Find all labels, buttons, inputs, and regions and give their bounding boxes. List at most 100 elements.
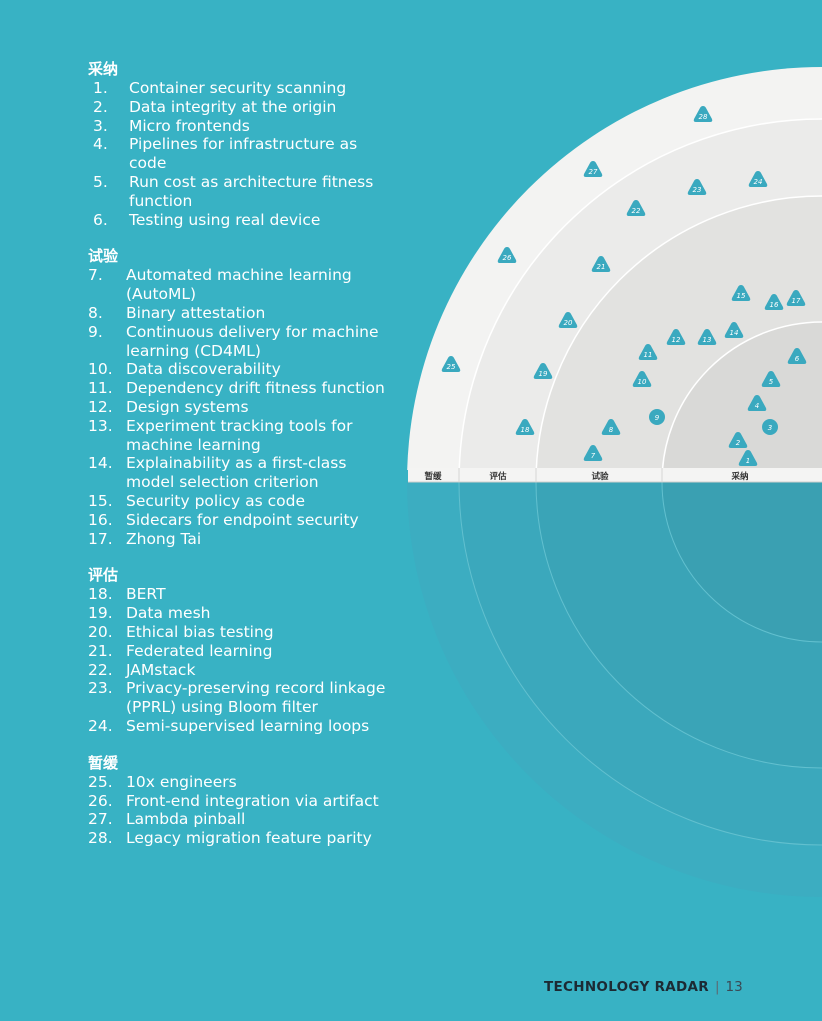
item-number: 25. — [88, 772, 113, 791]
blip-8[interactable]: 8 — [601, 419, 621, 435]
blip-label: 1 — [746, 457, 750, 465]
item-number: 11. — [88, 379, 113, 398]
item-text: Security policy as code — [126, 491, 306, 510]
page-number: 13 — [725, 979, 743, 995]
blip-label: 7 — [591, 452, 596, 460]
item-number: 15. — [88, 491, 113, 510]
item-number: 2. — [93, 97, 108, 116]
blip-11[interactable]: 11 — [638, 344, 658, 360]
blip-9[interactable]: 9 — [649, 409, 665, 425]
item-text: Micro frontends — [129, 116, 250, 135]
blip-16[interactable]: 16 — [764, 294, 784, 310]
list-item: 19. Data mesh — [88, 604, 388, 623]
item-text: Sidecars for endpoint security — [126, 510, 359, 529]
item-text: Explainability as a first-class model se… — [126, 454, 347, 492]
blip-label: 22 — [632, 207, 641, 215]
blip-label: 2 — [736, 439, 741, 447]
footer-separator: | — [714, 979, 720, 995]
item-text: Data mesh — [126, 604, 211, 623]
triangle-blip-icon — [591, 256, 611, 272]
blip-15[interactable]: 15 — [731, 285, 751, 301]
item-text: Legacy migration feature parity — [126, 829, 372, 848]
triangle-blip-icon — [764, 294, 784, 310]
blip-label: 24 — [754, 178, 763, 186]
blip-17[interactable]: 17 — [786, 290, 806, 306]
triangle-blip-icon — [728, 432, 748, 448]
blip-23[interactable]: 23 — [687, 179, 707, 195]
item-number: 3. — [93, 116, 108, 135]
triangle-blip-icon — [724, 322, 744, 338]
item-text: Federated learning — [126, 641, 273, 660]
triangle-blip-icon — [697, 329, 717, 345]
blip-19[interactable]: 19 — [533, 363, 553, 379]
item-text: Lambda pinball — [126, 810, 246, 829]
blip-label: 12 — [672, 336, 681, 344]
blip-7[interactable]: 7 — [583, 445, 603, 461]
blip-3[interactable]: 3 — [762, 419, 778, 435]
item-number: 9. — [88, 322, 103, 341]
triangle-blip-icon — [626, 200, 646, 216]
list-item: 16. Sidecars for endpoint security — [88, 511, 388, 530]
item-number: 17. — [88, 529, 113, 548]
list-item: 20. Ethical bias testing — [88, 623, 388, 642]
item-number: 19. — [88, 604, 113, 623]
blip-label: 27 — [589, 168, 598, 176]
item-number: 20. — [88, 622, 113, 641]
blip-21[interactable]: 21 — [591, 256, 611, 272]
circle-blip-icon — [649, 409, 665, 425]
triangle-blip-icon — [497, 247, 517, 263]
item-number: 5. — [93, 172, 108, 191]
list-item: 13. Experiment tracking tools for machine… — [88, 417, 388, 455]
list-item: 6. Testing using real device — [88, 211, 388, 230]
blip-26[interactable]: 26 — [497, 247, 517, 263]
section-hold: 暂缓 25. 10x engineers 26. Front-end integrati… — [88, 754, 388, 848]
blip-20[interactable]: 20 — [558, 312, 578, 328]
blip-2[interactable]: 2 — [728, 432, 748, 448]
list-item: 26. Front-end integration via artifact — [88, 792, 388, 811]
section-title: 试验 — [88, 247, 119, 266]
blip-27[interactable]: 27 — [583, 161, 603, 177]
section-adopt: 采纳 1. Container security scanning 2. Data in… — [88, 60, 388, 229]
blip-5[interactable]: 5 — [761, 371, 781, 387]
blip-14[interactable]: 14 — [724, 322, 744, 338]
blip-24[interactable]: 24 — [748, 171, 768, 187]
blip-label: 28 — [699, 113, 708, 121]
blip-13[interactable]: 13 — [697, 329, 717, 345]
blip-label: 20 — [564, 319, 573, 327]
blip-25[interactable]: 25 — [441, 356, 461, 372]
item-text: Dependency drift fitness function — [126, 379, 385, 398]
blip-6[interactable]: 6 — [787, 348, 807, 364]
item-number: 14. — [88, 454, 113, 473]
blip-18[interactable]: 18 — [515, 419, 535, 435]
list-item: 15. Security policy as code — [88, 492, 388, 511]
section-assess: 评估 18. BERT 19. Data mesh 20. Ethical bias tes… — [88, 566, 388, 735]
triangle-blip-icon — [666, 329, 686, 345]
list-item: 12. Design systems — [88, 398, 388, 417]
blip-12[interactable]: 12 — [666, 329, 686, 345]
triangle-blip-icon — [738, 450, 758, 466]
blip-28[interactable]: 28 — [693, 106, 713, 122]
blip-22[interactable]: 22 — [626, 200, 646, 216]
list-item: 8. Binary attestation — [88, 304, 388, 323]
blip-1[interactable]: 1 — [738, 450, 758, 466]
ring-adopt — [662, 322, 822, 470]
blip-label: 10 — [638, 378, 647, 386]
item-number: 24. — [88, 716, 113, 735]
item-text: Data discoverability — [126, 360, 281, 379]
item-number: 27. — [88, 810, 113, 829]
blip-label: 9 — [655, 414, 660, 422]
triangle-blip-icon — [583, 161, 603, 177]
list-item: 21. Federated learning — [88, 642, 388, 661]
blip-label: 6 — [795, 355, 800, 363]
blip-4[interactable]: 4 — [747, 395, 767, 411]
blip-label: 13 — [703, 336, 712, 344]
triangle-blip-icon — [441, 356, 461, 372]
list-item: 27. Lambda pinball — [88, 810, 388, 829]
blip-10[interactable]: 10 — [632, 371, 652, 387]
blip-label: 4 — [755, 402, 759, 410]
list-item: 2. Data integrity at the origin — [88, 98, 388, 117]
ring-label-bar — [408, 468, 822, 482]
item-text: Design systems — [126, 397, 249, 416]
blip-label: 16 — [770, 301, 779, 309]
